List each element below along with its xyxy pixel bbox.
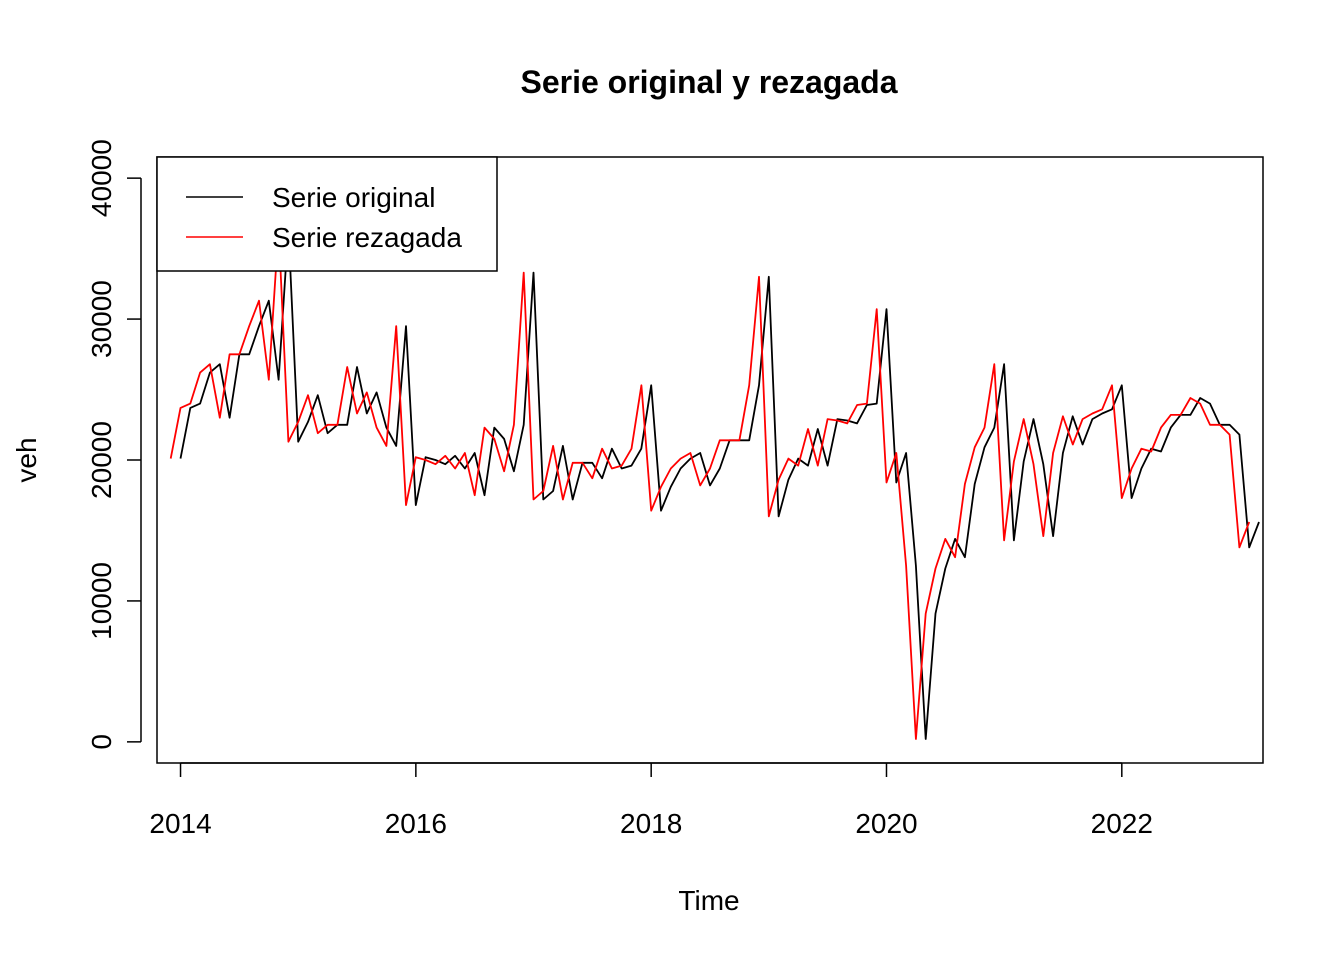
x-axis-label: Time (678, 885, 739, 916)
series-line-original (179, 226, 1260, 740)
x-tick-label: 2016 (385, 808, 447, 839)
x-tick-label: 2018 (620, 808, 682, 839)
y-tick-label: 30000 (86, 280, 117, 358)
chart-title: Serie original y rezagada (520, 64, 897, 100)
y-tick-label: 40000 (86, 139, 117, 217)
legend-label-lagged: Serie rezagada (272, 222, 462, 253)
x-tick-label: 2014 (149, 808, 211, 839)
y-tick-label: 0 (86, 734, 117, 750)
y-tick-label: 20000 (86, 421, 117, 499)
y-tick-label: 10000 (86, 562, 117, 640)
x-axis: 2014 2016 2018 2020 2022 (149, 762, 1153, 839)
series-line-lagged (169, 226, 1251, 740)
legend-label-original: Serie original (272, 182, 435, 213)
x-tick-label: 2020 (855, 808, 917, 839)
y-axis-label: veh (11, 437, 42, 482)
legend-box (156, 156, 498, 272)
y-axis: 0 10000 20000 30000 40000 (86, 139, 142, 750)
x-tick-label: 2022 (1091, 808, 1153, 839)
series-layer (169, 226, 1260, 740)
legend: Serie original Serie rezagada (156, 156, 498, 272)
